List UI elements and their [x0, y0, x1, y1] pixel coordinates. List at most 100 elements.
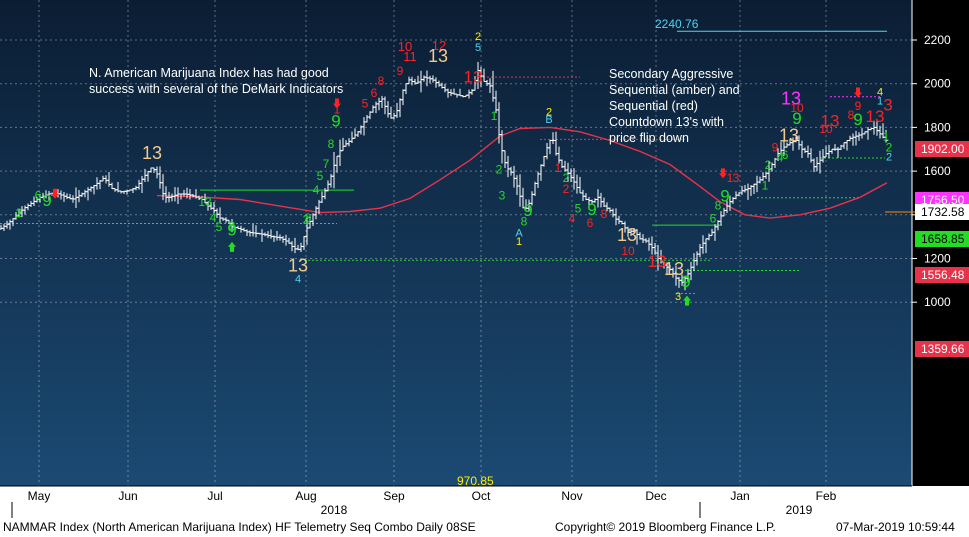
demark-count: 6: [587, 216, 594, 230]
price-label-badge: 1359.66: [915, 341, 969, 357]
demark-count: 5: [475, 42, 481, 54]
demark-count: 5: [575, 202, 582, 216]
demark-count: 8: [229, 219, 236, 233]
sell-arrow-icon: [333, 98, 341, 109]
annotation-text: Countdown 13's with: [609, 115, 724, 129]
demark-count: 9: [587, 200, 596, 219]
demark-count: 4: [210, 210, 217, 224]
demark-count: 2: [496, 162, 503, 176]
demark-count: 2: [886, 140, 893, 154]
demark-count: 2: [303, 213, 310, 227]
demark-count: 9: [397, 64, 404, 78]
demark-count: 8: [715, 198, 722, 212]
x-axis-panel: [0, 486, 969, 518]
y-tick-label: 1000: [924, 295, 951, 309]
level-label: 2240.76: [655, 17, 699, 31]
y-tick-label: 1200: [924, 252, 951, 266]
x-year-label: 2018: [321, 503, 348, 517]
x-month-label: Jun: [118, 489, 137, 503]
x-month-label: Oct: [472, 489, 491, 503]
demark-count: 4: [877, 86, 883, 98]
footer-ticker: NAMMAR Index (North American Marijuana I…: [3, 520, 476, 534]
y-tick-label: 1800: [924, 120, 951, 134]
annotation-text: N. American Marijuana Index has had good: [89, 66, 329, 80]
buy-arrow-icon: [228, 241, 236, 252]
demark-count: A: [515, 228, 523, 240]
demark-count: 2: [16, 206, 23, 220]
demark-count: 10: [790, 101, 804, 115]
demark-count: 13: [866, 107, 885, 126]
demark-count: 6: [710, 211, 717, 225]
footer-copyright: Copyright© 2019 Bloomberg Finance L.P.: [555, 520, 776, 534]
demark-count: 2: [765, 158, 772, 172]
demark-count: 8: [601, 207, 608, 221]
demark-count: 10: [819, 122, 833, 136]
demark-count: 9: [792, 109, 801, 128]
buy-arrow-icon: [683, 295, 691, 306]
annotation-text: price flip down: [609, 131, 689, 145]
demark-count: 5: [317, 169, 324, 183]
demark-count: 10: [621, 244, 635, 258]
sell-arrow-icon: [854, 87, 862, 98]
demark-count: 6: [782, 148, 789, 162]
moving-average-line: [156, 126, 888, 219]
demark-count: 1: [762, 179, 769, 193]
demark-count: 6: [35, 189, 42, 203]
demark-count: 3: [883, 95, 892, 114]
x-month-label: Jan: [730, 489, 749, 503]
demark-count: 6: [371, 86, 378, 100]
plot-background: [0, 0, 912, 486]
demark-count: 5: [362, 97, 369, 111]
price-label-badge: 1902.00: [915, 141, 969, 157]
price-label-badge: 1658.85: [915, 231, 969, 247]
demark-count: 13: [648, 252, 667, 271]
x-month-label: May: [28, 489, 51, 503]
demark-count: 4: [569, 211, 576, 225]
demark-count: 1: [883, 130, 890, 144]
demark-count: 9: [42, 191, 51, 210]
demark-count: 3: [675, 291, 681, 303]
annotation-text: Sequential (red): [609, 99, 698, 113]
footer-bar: NAMMAR Index (North American Marijuana I…: [0, 518, 969, 537]
demark-count: 2: [546, 106, 552, 118]
demark-count: 4: [777, 150, 784, 164]
demark-count: 13: [617, 225, 637, 245]
demark-count: 13: [464, 68, 483, 87]
x-year-label: 2019: [786, 503, 813, 517]
price-bar: [884, 129, 888, 143]
demark-count: 9: [681, 272, 690, 291]
demark-count: 13: [779, 126, 799, 146]
demark-count: 13: [288, 256, 308, 276]
demark-count: 3: [733, 171, 740, 185]
demark-count: 13: [821, 111, 840, 130]
demark-count: 9: [772, 140, 779, 154]
demark-count: 13: [664, 259, 684, 279]
demark-count: 8: [328, 137, 335, 151]
demark-count: 11: [403, 49, 417, 64]
y-tick-label: 2000: [924, 77, 951, 91]
y-tick-label: 1600: [924, 164, 951, 178]
x-month-label: Feb: [816, 489, 837, 503]
y-tick-label: 2200: [924, 33, 951, 47]
demark-count: 2: [886, 152, 892, 164]
demark-count: 7: [323, 157, 330, 171]
price-label-text: 1732.58: [921, 205, 965, 219]
demark-count: B: [545, 114, 552, 126]
demark-count: 9: [855, 99, 862, 113]
demark-count: 2: [563, 171, 570, 185]
demark-count: 13: [198, 195, 212, 209]
price-label-badge: 1556.48: [915, 267, 969, 283]
x-month-label: Nov: [561, 489, 582, 503]
demark-count: 13: [142, 143, 162, 163]
x-month-label: Sep: [383, 489, 405, 503]
sell-arrow-icon: [719, 168, 727, 179]
demark-count: 3: [499, 189, 506, 203]
demark-count: 8: [848, 108, 855, 122]
demark-count: 2: [475, 31, 481, 43]
demark-count: 13: [428, 46, 448, 66]
demark-count: 1: [727, 171, 734, 185]
demark-count: 4: [295, 274, 301, 286]
price-label-text: 1756.50: [921, 193, 965, 207]
